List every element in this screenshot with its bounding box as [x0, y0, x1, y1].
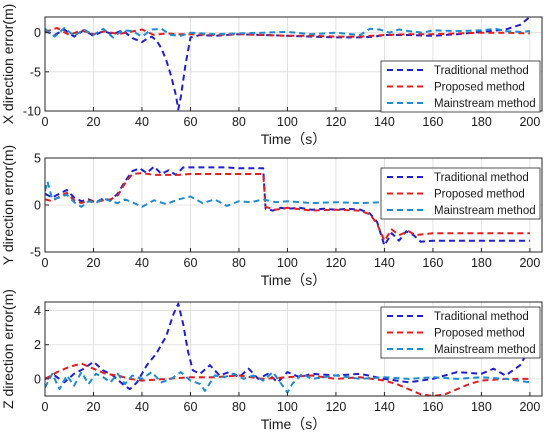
- series-line-mainstream-method: [45, 27, 530, 39]
- x-tick-label: 40: [135, 256, 149, 270]
- legend-y: Traditional method Proposed method Mainstr…: [380, 167, 541, 220]
- x-tick-label: 140: [374, 256, 395, 270]
- legend-label-proposed-method: Proposed method: [434, 189, 525, 201]
- series-line-traditional-method: [45, 165, 530, 247]
- legend-label-traditional-method: Traditional method: [434, 65, 529, 77]
- x-tick-label: 80: [232, 400, 246, 414]
- x-tick-label: 200: [519, 256, 540, 270]
- legend-x: Traditional method Proposed method Mainstr…: [380, 60, 541, 113]
- x-tick-label: 0: [42, 400, 49, 414]
- x-tick-label: 80: [232, 256, 246, 270]
- y-tick-label: -5: [30, 246, 41, 260]
- y-tick-label: 4: [34, 304, 41, 318]
- x-tick-label: 80: [232, 115, 246, 129]
- series-group-x: [45, 17, 531, 111]
- axes-box-z: [44, 301, 543, 397]
- x-tick-label: 160: [422, 400, 443, 414]
- x-tick-label: 140: [374, 400, 395, 414]
- x-tick-label: 40: [135, 115, 149, 129]
- legend-label-mainstream-method: Mainstream method: [434, 98, 536, 110]
- y-tick-label: -5: [30, 65, 41, 79]
- x-tick-label: 60: [184, 400, 198, 414]
- y-tick-label: -10: [23, 105, 41, 119]
- y-tick-label: 0: [34, 199, 41, 213]
- x-tick-label: 180: [471, 400, 492, 414]
- series-line-mainstream-method: [45, 371, 531, 394]
- y-tick-label: 0: [34, 372, 41, 386]
- legend-label-traditional-method: Traditional method: [434, 172, 529, 184]
- x-tick-label: 0: [42, 256, 49, 270]
- legend-label-proposed-method: Proposed method: [434, 328, 525, 340]
- axes-box-x: [44, 16, 543, 112]
- y-axis-label: X direction error(m): [0, 4, 16, 125]
- x-tick-label: 40: [135, 400, 149, 414]
- legend-label-mainstream-method: Mainstream method: [434, 344, 536, 356]
- x-tick-label: 20: [87, 256, 101, 270]
- x-tick-label: 200: [519, 400, 540, 414]
- legend-label-traditional-method: Traditional method: [434, 311, 529, 323]
- x-tick-label: 120: [325, 400, 346, 414]
- x-axis-label: Time（s）: [261, 131, 327, 147]
- series-line-traditional-method: [45, 302, 531, 391]
- x-tick-label: 180: [471, 256, 492, 270]
- x-tick-label: 120: [325, 115, 346, 129]
- x-tick-label: 160: [422, 115, 443, 129]
- y-tick-label: 2: [34, 338, 41, 352]
- x-tick-label: 160: [422, 256, 443, 270]
- x-tick-label: 200: [519, 115, 540, 129]
- x-axis-label: Time（s）: [261, 272, 327, 288]
- x-tick-label: 60: [184, 115, 198, 129]
- legend-z: Traditional method Proposed method Mainstr…: [380, 306, 541, 359]
- x-tick-label: 100: [277, 115, 298, 129]
- x-tick-label: 20: [87, 115, 101, 129]
- y-axis-label: Z direction error(m): [0, 289, 16, 409]
- series-line-proposed-method: [45, 362, 530, 396]
- y-axis-label: Y direction error(m): [0, 145, 16, 265]
- legend-label-proposed-method: Proposed method: [434, 82, 525, 94]
- legend-label-mainstream-method: Mainstream method: [434, 205, 536, 217]
- x-tick-label: 140: [374, 115, 395, 129]
- x-tick-label: 120: [325, 256, 346, 270]
- x-tick-label: 60: [184, 256, 198, 270]
- y-tick-label: 0: [34, 26, 41, 40]
- plot-panel-x: 0 20 40 60 80 100 120 140 160 180 200 0 -5 -10 Time（s）…: [0, 4, 543, 147]
- x-tick-label: 20: [87, 400, 101, 414]
- x-axis-label: Time（s）: [261, 416, 327, 432]
- x-tick-label: 100: [277, 400, 298, 414]
- x-tick-label: 100: [277, 256, 298, 270]
- x-tick-label: 0: [42, 115, 49, 129]
- x-tick-label: 180: [471, 115, 492, 129]
- series-group-z: [45, 302, 531, 396]
- y-tick-label: 5: [34, 152, 41, 166]
- plot-panel-y: 0 20 40 60 80 100 120 140 160 180 20050-5Time（s）Y …: [0, 145, 543, 288]
